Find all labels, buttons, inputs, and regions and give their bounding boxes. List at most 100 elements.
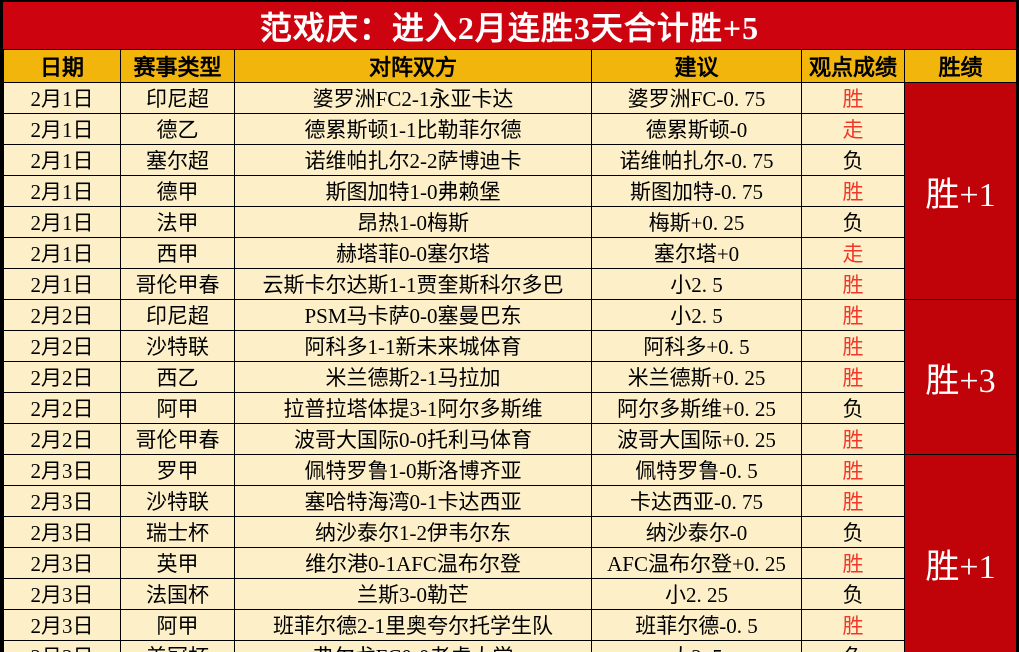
league-cell: 英甲: [120, 547, 235, 579]
header-date: 日期: [3, 49, 121, 83]
league-cell: 德乙: [120, 113, 235, 145]
date-cell: 2月1日: [3, 268, 121, 300]
match-cell: 阿科多1-1新未来城体育: [234, 330, 592, 362]
result-cell: 胜: [801, 175, 905, 207]
table-row: 2月1日 印尼超 婆罗洲FC2-1永亚卡达 婆罗洲FC-0. 75 胜胜+1: [3, 82, 1017, 300]
table-row: 2月3日 罗甲 佩特罗鲁1-0斯洛博齐亚 佩特罗鲁-0. 5 胜胜+1: [3, 454, 1017, 652]
table-row: 2月2日 哥伦甲春 波哥大国际0-0托利马体育 波哥大国际+0. 25 胜: [3, 423, 1017, 455]
date-cell: 2月2日: [3, 361, 121, 393]
date-cell: 2月1日: [3, 206, 121, 238]
date-cell: 2月3日: [3, 640, 121, 652]
league-cell: 沙特联: [120, 330, 235, 362]
table-row: 2月2日 印尼超 PSM马卡萨0-0塞曼巴东 小2. 5 胜胜+3: [3, 299, 1017, 455]
advice-cell: 佩特罗鲁-0. 5: [591, 454, 802, 486]
date-cell: 2月1日: [3, 144, 121, 176]
result-cell: 胜: [801, 268, 905, 300]
advice-cell: 小2. 25: [591, 578, 802, 610]
result-cell: 负: [801, 640, 905, 652]
league-cell: 西甲: [120, 237, 235, 269]
table-row: 2月3日 法国杯 兰斯3-0勒芒 小2. 25 负: [3, 578, 1017, 610]
league-cell: 法国杯: [120, 578, 235, 610]
advice-cell: 卡达西亚-0. 75: [591, 485, 802, 517]
table-row: 2月3日 瑞士杯 纳沙泰尔1-2伊韦尔东 纳沙泰尔-0 负: [3, 516, 1017, 548]
page-title: 范戏庆：进入2月连胜3天合计胜+5: [259, 9, 760, 46]
league-cell: 罗甲: [120, 454, 235, 486]
match-cell: 昂热1-0梅斯: [234, 206, 592, 238]
result-cell: 胜: [801, 485, 905, 517]
result-cell: 胜: [801, 361, 905, 393]
result-cell: 走: [801, 113, 905, 145]
match-cell: 云斯卡尔达斯1-1贾奎斯科尔多巴: [234, 268, 592, 300]
advice-cell: 德累斯顿-0: [591, 113, 802, 145]
advice-cell: AFC温布尔登+0. 25: [591, 547, 802, 579]
league-cell: 西乙: [120, 361, 235, 393]
match-cell: 班菲尔德2-1里奥夸尔托学生队: [234, 609, 592, 641]
advice-cell: 班菲尔德-0. 5: [591, 609, 802, 641]
table-row: 2月1日 德乙 德累斯顿1-1比勒菲尔德 德累斯顿-0 走: [3, 113, 1017, 145]
match-cell: 斯图加特1-0弗赖堡: [234, 175, 592, 207]
league-cell: 沙特联: [120, 485, 235, 517]
table-row: 2月1日 塞尔超 诺维帕扎尔2-2萨博迪卡 诺维帕扎尔-0. 75 负: [3, 144, 1017, 176]
advice-cell: 波哥大国际+0. 25: [591, 423, 802, 455]
record-cell: 胜+1: [904, 454, 1017, 652]
match-cell: PSM马卡萨0-0塞曼巴东: [234, 299, 592, 331]
date-cell: 2月1日: [3, 113, 121, 145]
date-cell: 2月1日: [3, 175, 121, 207]
advice-cell: 小2. 5: [591, 299, 802, 331]
result-cell: 胜: [801, 299, 905, 331]
league-cell: 瑞士杯: [120, 516, 235, 548]
match-cell: 婆罗洲FC2-1永亚卡达: [234, 82, 592, 114]
league-cell: 阿甲: [120, 609, 235, 641]
result-cell: 胜: [801, 423, 905, 455]
result-cell: 胜: [801, 547, 905, 579]
table-row: 2月3日美冠杯弗尔戈FC0-0老虎大学大2. 5负: [3, 640, 1017, 652]
date-cell: 2月1日: [3, 237, 121, 269]
result-cell: 胜: [801, 609, 905, 641]
date-cell: 2月3日: [3, 578, 121, 610]
match-cell: 赫塔菲0-0塞尔塔: [234, 237, 592, 269]
advice-cell: 米兰德斯+0. 25: [591, 361, 802, 393]
record-cell: 胜+3: [904, 299, 1017, 455]
match-cell: 兰斯3-0勒芒: [234, 578, 592, 610]
league-cell: 德甲: [120, 175, 235, 207]
table-row: 2月1日 法甲 昂热1-0梅斯 梅斯+0. 25 负: [3, 206, 1017, 238]
match-cell: 佩特罗鲁1-0斯洛博齐亚: [234, 454, 592, 486]
table-row: 2月2日 阿甲 拉普拉塔体提3-1阿尔多斯维 阿尔多斯维+0. 25 负: [3, 392, 1017, 424]
date-cell: 2月2日: [3, 299, 121, 331]
advice-cell: 纳沙泰尔-0: [591, 516, 802, 548]
match-cell: 米兰德斯2-1马拉加: [234, 361, 592, 393]
header-record: 胜绩: [904, 49, 1017, 83]
match-cell: 纳沙泰尔1-2伊韦尔东: [234, 516, 592, 548]
result-cell: 负: [801, 516, 905, 548]
table-row: 2月1日 西甲 赫塔菲0-0塞尔塔 塞尔塔+0 走: [3, 237, 1017, 269]
league-cell: 印尼超: [120, 82, 235, 114]
record-cell: 胜+1: [904, 82, 1017, 300]
league-cell: 法甲: [120, 206, 235, 238]
result-cell: 负: [801, 144, 905, 176]
predictions-table: 日期 赛事类型 对阵双方 建议 观点成绩 胜绩 2月1日 印尼超 婆罗洲FC2-1永…: [3, 49, 1017, 652]
result-cell: 走: [801, 237, 905, 269]
result-cell: 胜: [801, 454, 905, 486]
result-cell: 胜: [801, 330, 905, 362]
advice-cell: 梅斯+0. 25: [591, 206, 802, 238]
advice-cell: 阿尔多斯维+0. 25: [591, 392, 802, 424]
advice-cell: 婆罗洲FC-0. 75: [591, 82, 802, 114]
league-cell: 塞尔超: [120, 144, 235, 176]
date-cell: 2月3日: [3, 609, 121, 641]
league-cell: 阿甲: [120, 392, 235, 424]
date-cell: 2月3日: [3, 516, 121, 548]
date-cell: 2月2日: [3, 330, 121, 362]
match-cell: 拉普拉塔体提3-1阿尔多斯维: [234, 392, 592, 424]
league-cell: 美冠杯: [120, 640, 235, 652]
advice-cell: 大2. 5: [591, 640, 802, 652]
header-league: 赛事类型: [120, 49, 235, 83]
advice-cell: 小2. 5: [591, 268, 802, 300]
match-cell: 德累斯顿1-1比勒菲尔德: [234, 113, 592, 145]
title-banner: 范戏庆：进入2月连胜3天合计胜+5: [3, 2, 1016, 49]
result-cell: 负: [801, 206, 905, 238]
advice-cell: 诺维帕扎尔-0. 75: [591, 144, 802, 176]
